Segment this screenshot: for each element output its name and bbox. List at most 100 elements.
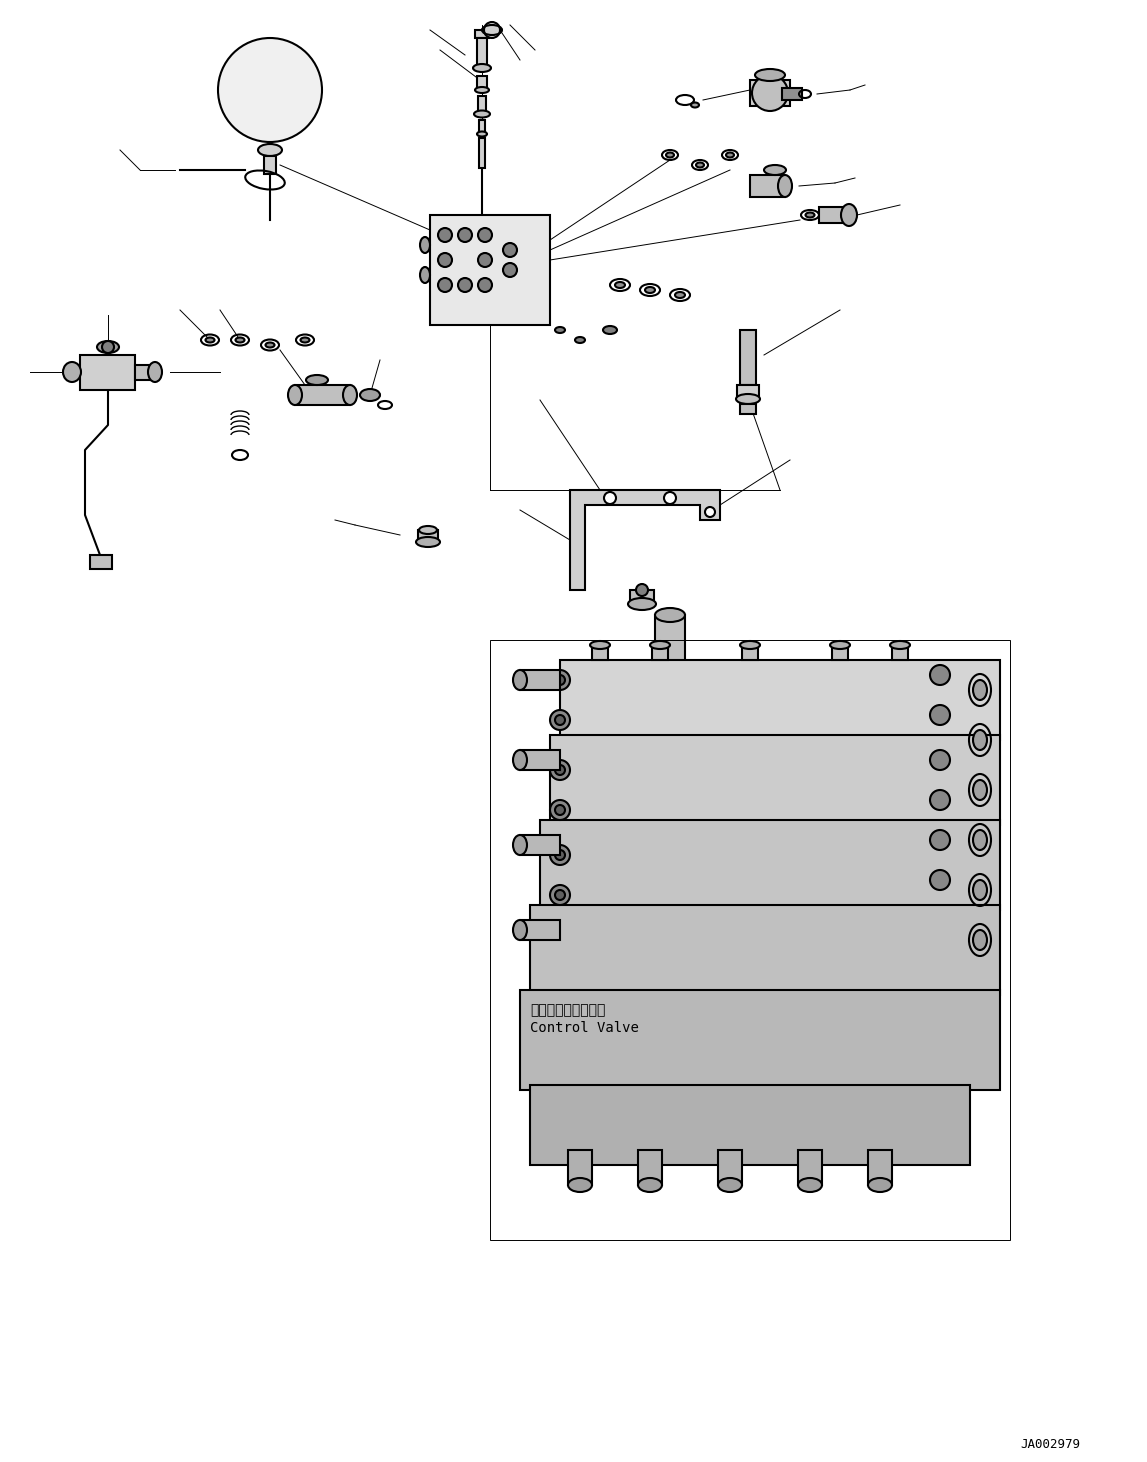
Ellipse shape [235, 338, 244, 342]
Ellipse shape [551, 670, 570, 690]
Ellipse shape [674, 292, 685, 298]
Bar [718, 1151, 742, 1186]
Ellipse shape [513, 835, 526, 855]
Ellipse shape [841, 205, 857, 227]
Ellipse shape [973, 781, 988, 800]
Ellipse shape [551, 760, 570, 781]
Ellipse shape [551, 885, 570, 905]
Bar [868, 1151, 892, 1186]
Text: JA002979: JA002979 [1020, 1439, 1080, 1452]
Circle shape [504, 243, 517, 257]
Circle shape [438, 278, 452, 292]
Circle shape [664, 493, 676, 504]
Text: コントロールバルブ: コントロールバルブ [530, 1003, 606, 1018]
Ellipse shape [306, 374, 328, 385]
Ellipse shape [148, 363, 162, 382]
Ellipse shape [973, 880, 988, 901]
Ellipse shape [551, 800, 570, 820]
Bar [475, 31, 489, 38]
Bar [750, 80, 790, 107]
Bar [430, 215, 551, 325]
Ellipse shape [615, 282, 625, 288]
Ellipse shape [805, 212, 814, 218]
Bar [520, 670, 560, 690]
Ellipse shape [718, 1178, 742, 1192]
Ellipse shape [696, 162, 704, 168]
Bar [655, 616, 685, 670]
Ellipse shape [555, 715, 565, 725]
Ellipse shape [420, 237, 430, 253]
Circle shape [484, 22, 500, 38]
Ellipse shape [513, 920, 526, 940]
Ellipse shape [645, 287, 655, 292]
Ellipse shape [419, 526, 437, 534]
Bar [638, 1151, 662, 1186]
Ellipse shape [755, 69, 785, 80]
Ellipse shape [690, 102, 699, 108]
Ellipse shape [778, 175, 791, 197]
Ellipse shape [416, 537, 440, 547]
Ellipse shape [830, 640, 850, 649]
Bar [490, 640, 1011, 1240]
Bar [264, 156, 276, 174]
Bar [478, 96, 486, 114]
Bar [520, 990, 1000, 1091]
Bar [520, 835, 560, 855]
Circle shape [478, 228, 492, 243]
Ellipse shape [973, 730, 988, 750]
Ellipse shape [513, 670, 526, 690]
Ellipse shape [555, 806, 565, 814]
Ellipse shape [258, 143, 282, 156]
Ellipse shape [930, 789, 950, 810]
Bar [80, 355, 135, 390]
Bar [651, 645, 668, 659]
Bar [477, 76, 487, 91]
Bar [742, 645, 758, 659]
Ellipse shape [568, 1178, 592, 1192]
Ellipse shape [475, 88, 489, 94]
Circle shape [438, 228, 452, 243]
Ellipse shape [205, 338, 214, 342]
Ellipse shape [551, 711, 570, 730]
Ellipse shape [513, 750, 526, 770]
Ellipse shape [973, 930, 988, 950]
Ellipse shape [973, 680, 988, 700]
Circle shape [752, 75, 788, 111]
Bar [819, 208, 849, 224]
Circle shape [478, 253, 492, 268]
Bar [630, 591, 654, 604]
Ellipse shape [798, 1178, 822, 1192]
Ellipse shape [477, 132, 487, 136]
Ellipse shape [63, 363, 81, 382]
Bar [832, 645, 848, 659]
Ellipse shape [555, 675, 565, 686]
Bar [135, 366, 155, 380]
Bar [740, 330, 756, 385]
Ellipse shape [650, 640, 670, 649]
Circle shape [102, 341, 114, 352]
Ellipse shape [655, 608, 685, 621]
Ellipse shape [473, 64, 491, 72]
Bar [568, 1151, 592, 1186]
Bar [520, 750, 560, 770]
Ellipse shape [930, 705, 950, 725]
Bar [782, 88, 802, 99]
Circle shape [458, 228, 473, 243]
Bar [479, 120, 485, 135]
Ellipse shape [555, 327, 565, 333]
Bar [477, 38, 487, 69]
Ellipse shape [603, 326, 617, 333]
Bar [892, 645, 908, 659]
Bar [738, 385, 759, 399]
Ellipse shape [740, 640, 760, 649]
Ellipse shape [890, 640, 910, 649]
Ellipse shape [360, 389, 380, 401]
Ellipse shape [590, 640, 610, 649]
Ellipse shape [555, 765, 565, 775]
Bar [530, 905, 1000, 996]
Bar [418, 531, 438, 542]
Ellipse shape [930, 830, 950, 849]
Ellipse shape [930, 750, 950, 770]
Ellipse shape [868, 1178, 892, 1192]
Ellipse shape [555, 849, 565, 860]
